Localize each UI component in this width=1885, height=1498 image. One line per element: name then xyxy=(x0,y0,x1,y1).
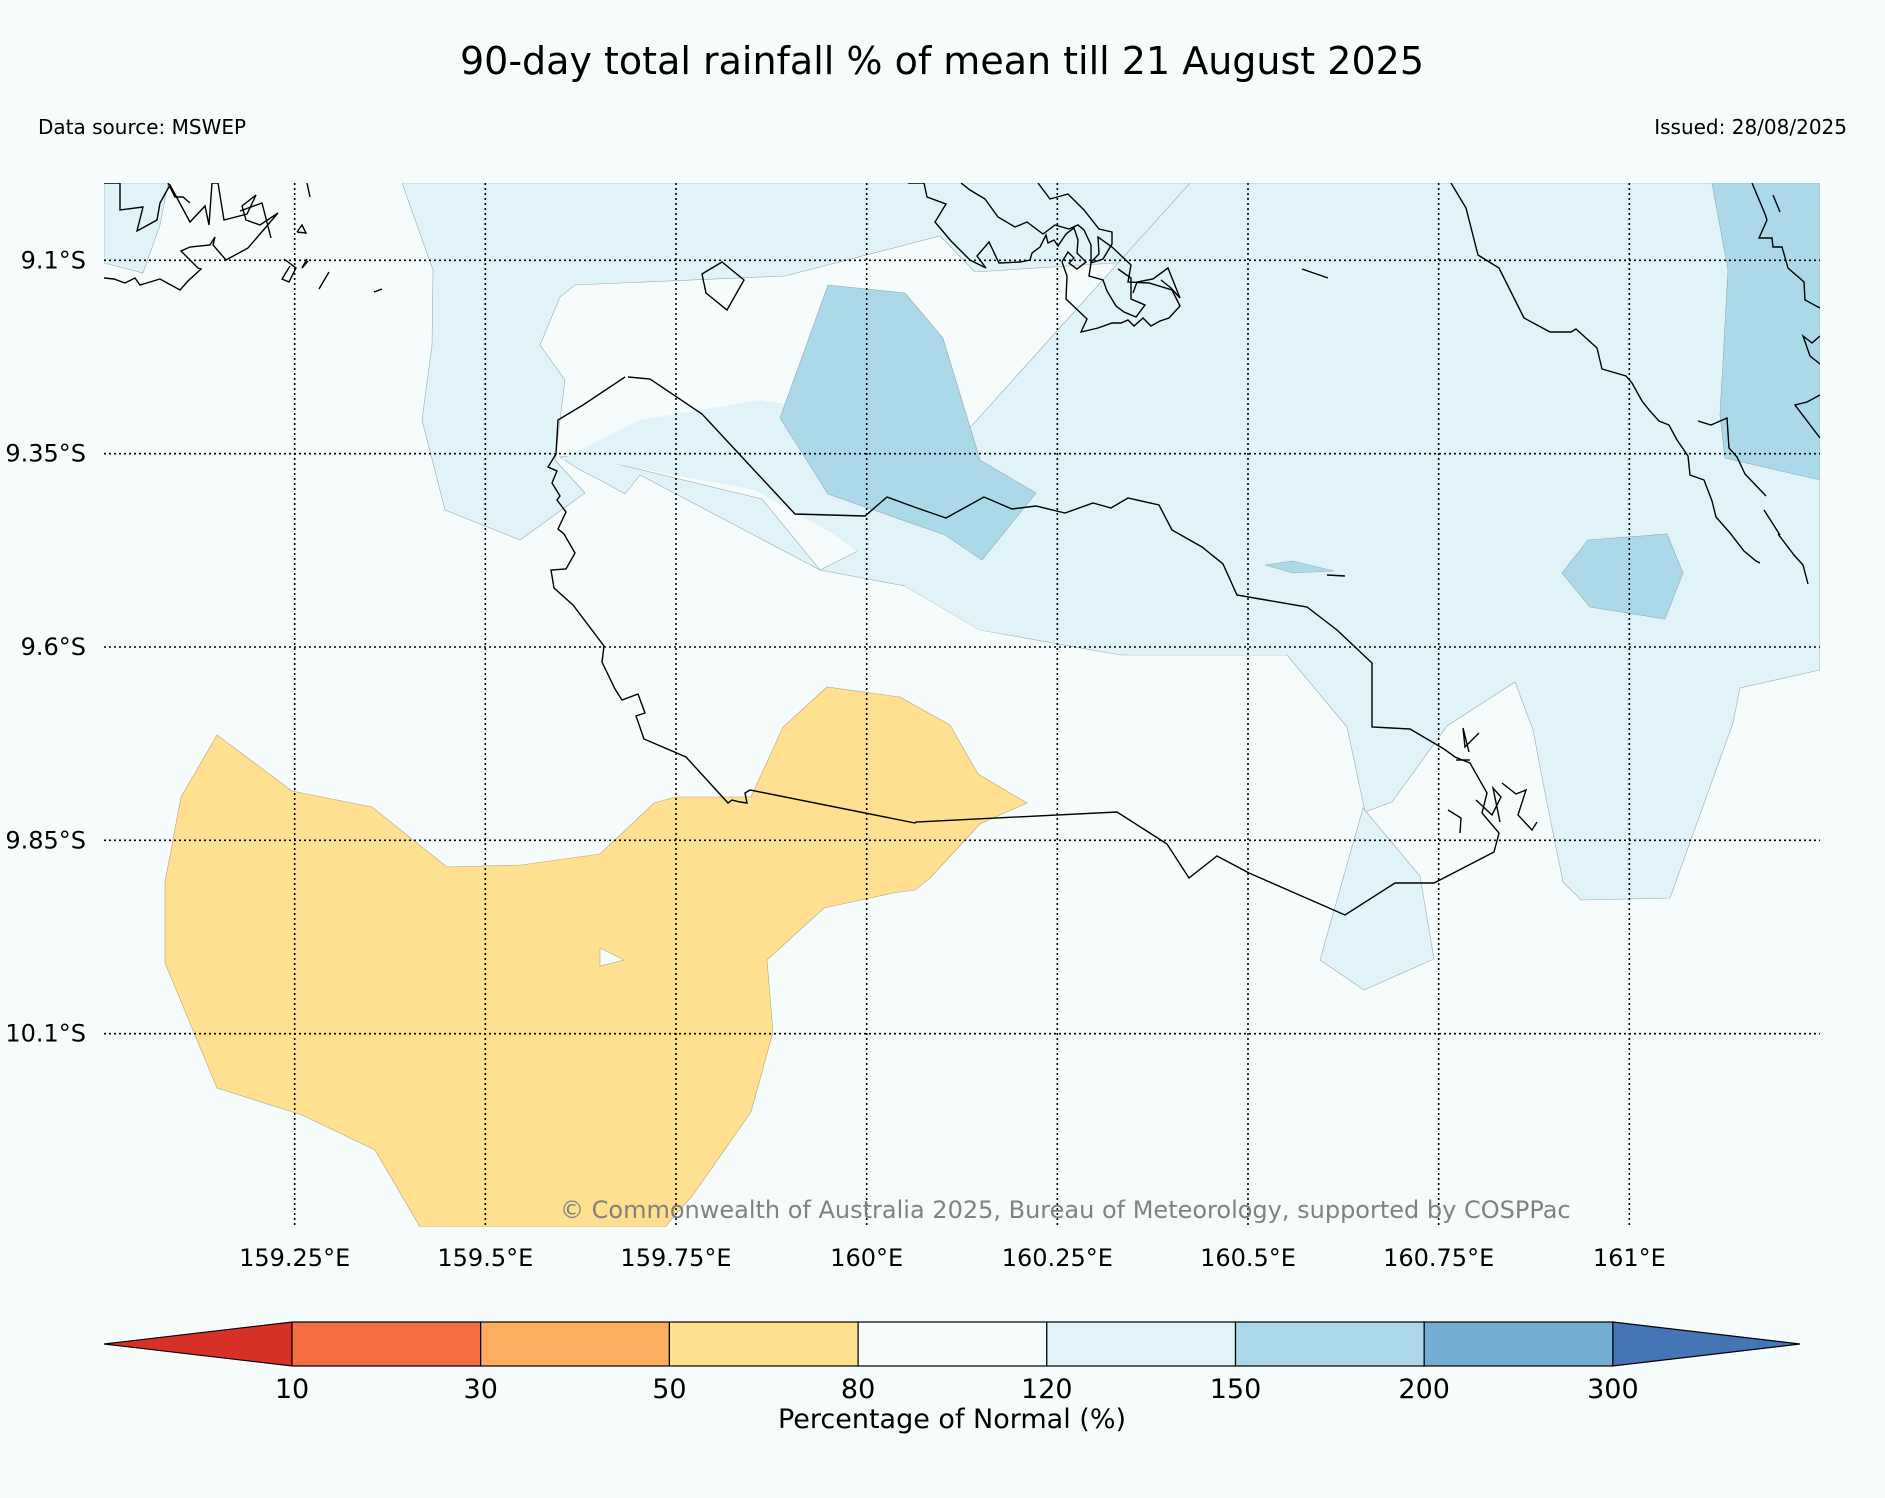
colorbar-label: Percentage of Normal (%) xyxy=(778,1404,1126,1435)
coastline-islet-8 xyxy=(701,261,745,312)
colorbar-segment-200-300 xyxy=(1423,1321,1614,1367)
latitude-tick-label: 10.1°S xyxy=(5,1020,86,1048)
coastline-east-island-3 xyxy=(1777,533,1809,585)
longitude-tick-label: 160.5°E xyxy=(1200,1244,1296,1272)
coastline-north-island-2 xyxy=(1037,183,1147,318)
dry-region-hole xyxy=(599,947,625,967)
colorbar-segment-10-30 xyxy=(291,1321,482,1367)
very-wet-region-small-spot xyxy=(1264,560,1335,574)
very-wet-region-east xyxy=(1561,533,1684,620)
coastline-islet-3 xyxy=(1501,782,1538,832)
longitude-tick-label: 160.25°E xyxy=(1002,1244,1113,1272)
colorbar-segment-120-150 xyxy=(1046,1321,1237,1367)
colorbar-tick-label: 30 xyxy=(464,1374,498,1405)
coastline-islet-4 xyxy=(1447,809,1462,834)
colorbar-segment-50-80 xyxy=(668,1321,859,1367)
longitude-tick-label: 159.5°E xyxy=(437,1244,533,1272)
rainfall-regions xyxy=(104,183,1820,1227)
colorbar-segment-150-200 xyxy=(1234,1321,1425,1367)
very-wet-region-north xyxy=(779,284,1037,561)
coastline-northwest-6 xyxy=(301,258,309,269)
wet-region-south xyxy=(1319,807,1435,991)
coastline-east-island-5 xyxy=(1801,333,1820,365)
copyright-notice: © Commonwealth of Australia 2025, Bureau… xyxy=(560,1196,1571,1224)
map-area xyxy=(104,183,1820,1227)
colorbar-tick-label: 10 xyxy=(275,1374,309,1405)
data-source-label: Data source: MSWEP xyxy=(38,115,246,139)
coastline-northwest-4 xyxy=(280,258,297,283)
colorbar-tick-label: 50 xyxy=(652,1374,686,1405)
graticule xyxy=(104,183,1820,1227)
longitude-tick-label: 159.75°E xyxy=(620,1244,731,1272)
longitude-tick-label: 159.25°E xyxy=(239,1244,350,1272)
colorbar-tick-label: 150 xyxy=(1210,1374,1262,1405)
colorbar-extend-high xyxy=(1612,1321,1801,1367)
coastline-islet-2 xyxy=(1475,785,1502,823)
coastline-northwest-5 xyxy=(296,223,308,234)
colorbar-tick-label: 80 xyxy=(841,1374,875,1405)
colorbar-tick-label: 300 xyxy=(1587,1374,1639,1405)
coastline-northwest-7 xyxy=(318,271,330,290)
coastline-islet-6 xyxy=(1326,574,1346,577)
issued-date-label: Issued: 28/08/2025 xyxy=(1654,115,1847,139)
dry-region-southwest xyxy=(164,686,1028,1227)
longitude-tick-label: 161°E xyxy=(1593,1244,1666,1272)
coastline-northwest-3 xyxy=(239,202,272,239)
coastline-east-island-4 xyxy=(1751,183,1820,309)
coastline-northwest-2 xyxy=(167,183,191,204)
coastlines xyxy=(104,183,1820,916)
wet-region-north xyxy=(401,183,1191,541)
colorbar-tick-label: 200 xyxy=(1398,1374,1450,1405)
coastline-northwest xyxy=(104,183,279,291)
colorbar-segment-30-50 xyxy=(480,1321,671,1367)
coastline-north-island-3 xyxy=(1132,266,1181,299)
coastline-northwest-8 xyxy=(373,288,383,293)
longitude-tick-label: 160°E xyxy=(830,1244,903,1272)
coastline-islet-1 xyxy=(1462,727,1480,753)
coastline-main-island xyxy=(546,376,1500,916)
coastline-east-island-2 xyxy=(1697,416,1767,497)
colorbar-tick-labels: 10 30 50 80 120 150 200 300 xyxy=(275,1374,1639,1405)
latitude-tick-label: 9.6°S xyxy=(21,633,86,661)
very-wet-region-northeast xyxy=(1711,183,1820,481)
latitude-tick-label: 9.1°S xyxy=(21,246,86,274)
coastline-northwest-9 xyxy=(306,183,311,198)
colorbar-segment-80-120 xyxy=(857,1321,1048,1367)
latitude-tick-label: 9.35°S xyxy=(5,440,86,468)
colorbar-tick-label: 120 xyxy=(1021,1374,1073,1405)
colorbar xyxy=(103,1321,1801,1367)
coastline-east-island-6 xyxy=(1793,394,1820,439)
coastline-islet-7 xyxy=(1301,268,1329,279)
coastline-north-island xyxy=(908,183,1181,334)
latitude-tick-label: 9.85°S xyxy=(5,826,86,854)
coastline-east-island xyxy=(1450,183,1761,564)
coastline-far-east xyxy=(1763,509,1781,536)
coastline-east-island-7 xyxy=(1772,194,1781,213)
longitude-tick-label: 160.75°E xyxy=(1383,1244,1494,1272)
axis-tick-labels: 159.25°E 159.5°E 159.75°E 160°E 160.25°E 160.… xyxy=(5,246,1665,1272)
map-title: 90-day total rainfall % of mean till 21 … xyxy=(460,39,1424,83)
